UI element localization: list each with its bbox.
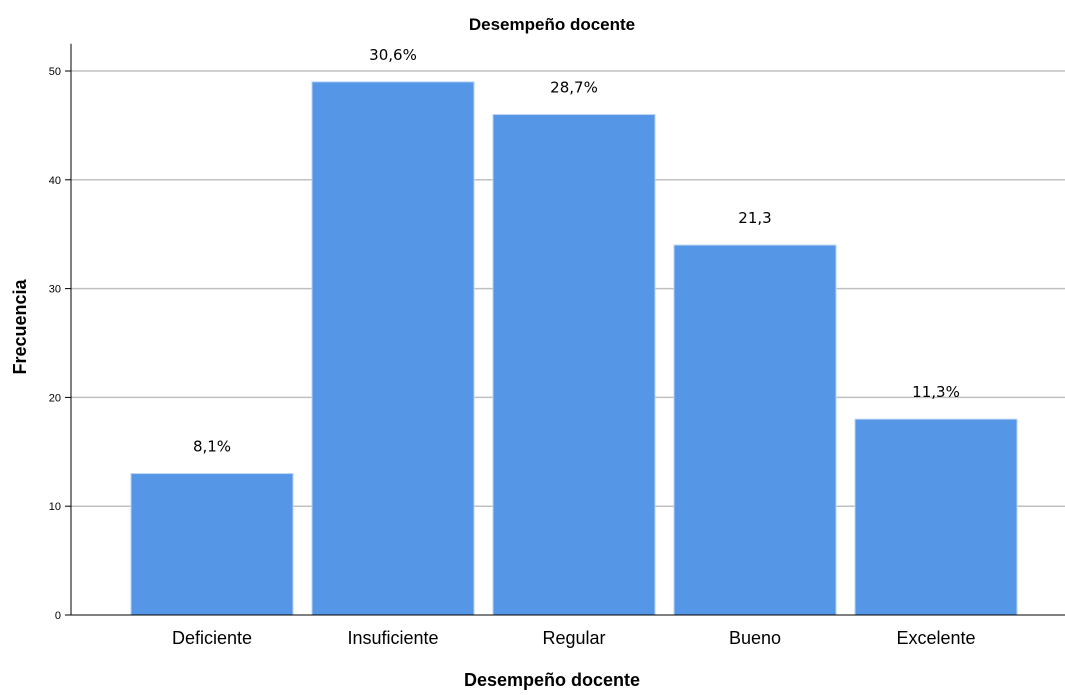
data-labels: 8,1% 30,6% 28,7% 21,3 11,3% bbox=[193, 46, 960, 456]
bar bbox=[673, 244, 837, 616]
x-tick-label: Regular bbox=[542, 628, 605, 648]
x-tick-label: Deficiente bbox=[172, 628, 252, 648]
y-tick-label: 0 bbox=[55, 610, 61, 622]
y-tick-label: 30 bbox=[49, 284, 61, 296]
x-tick-label: Insuficiente bbox=[347, 628, 438, 648]
axes: 0 10 20 30 40 50 Deficiente Insuficiente Regular… bbox=[49, 43, 1065, 648]
chart-title: Desempeño docente bbox=[469, 15, 635, 34]
bar bbox=[854, 418, 1018, 616]
data-label: 30,6% bbox=[369, 46, 417, 64]
x-tick-label: Bueno bbox=[729, 628, 781, 648]
data-label: 21,3 bbox=[738, 209, 771, 227]
y-tick-label: 40 bbox=[49, 175, 61, 187]
y-tick-label: 10 bbox=[49, 501, 61, 513]
bars bbox=[130, 81, 1018, 616]
data-label: 11,3% bbox=[912, 383, 960, 401]
x-tick-label: Excelente bbox=[896, 628, 975, 648]
data-label: 8,1% bbox=[193, 438, 231, 456]
y-tick-label: 50 bbox=[49, 66, 61, 78]
data-label: 28,7% bbox=[550, 79, 598, 97]
x-axis-title: Desempeño docente bbox=[464, 670, 640, 690]
bar bbox=[492, 114, 656, 616]
y-tick-label: 20 bbox=[49, 392, 61, 404]
y-axis-title: Frecuencia bbox=[10, 278, 30, 374]
bar bbox=[311, 81, 475, 616]
bar bbox=[130, 473, 294, 616]
